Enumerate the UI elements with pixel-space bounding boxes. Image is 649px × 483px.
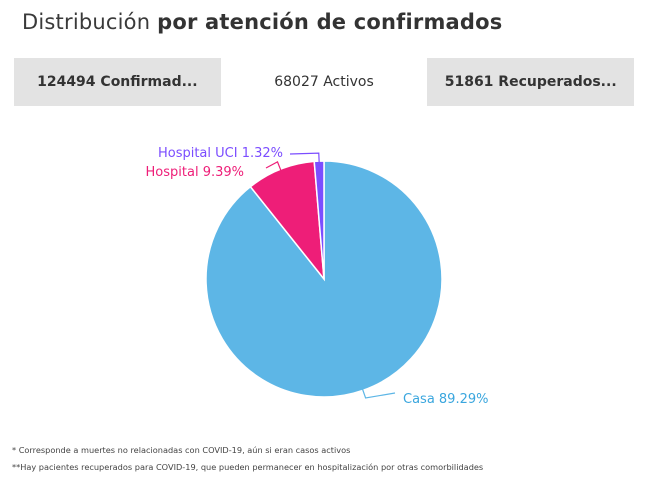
title-bold: por atención de confirmados [157,10,503,34]
tab-recuperados[interactable]: 51861 Recuperados... [427,58,634,106]
leader-line-hospital-uci [289,152,320,164]
pie-chart: Casa 89.29% Hospital 9.39% Hospital UCI 1.… [146,146,489,407]
tab-confirmados[interactable]: 124494 Confirmad... [14,58,221,106]
leader-line-casa [361,388,396,399]
footnote-2: **Hay pacientes recuperados para COVID-1… [12,462,484,472]
tab-recuperados-label: 51861 Recuperados... [444,74,617,90]
leader-line-hospital [265,161,282,172]
page-title: Distribución por atención de confirmados [22,10,503,34]
tab-bar: 124494 Confirmad... 68027 Activos 51861 … [14,58,634,106]
data-label-hospital-uci: Hospital UCI 1.32% [158,146,283,161]
tab-confirmados-label: 124494 Confirmad... [37,74,198,90]
footnote-1: * Corresponde a muertes no relacionadas … [12,445,351,455]
tab-activos-label: 68027 Activos [274,74,374,90]
tab-activos[interactable]: 68027 Activos [220,58,428,106]
data-label-casa: Casa 89.29% [403,392,488,407]
data-label-hospital: Hospital 9.39% [146,165,244,180]
title-regular: Distribución [22,10,158,34]
